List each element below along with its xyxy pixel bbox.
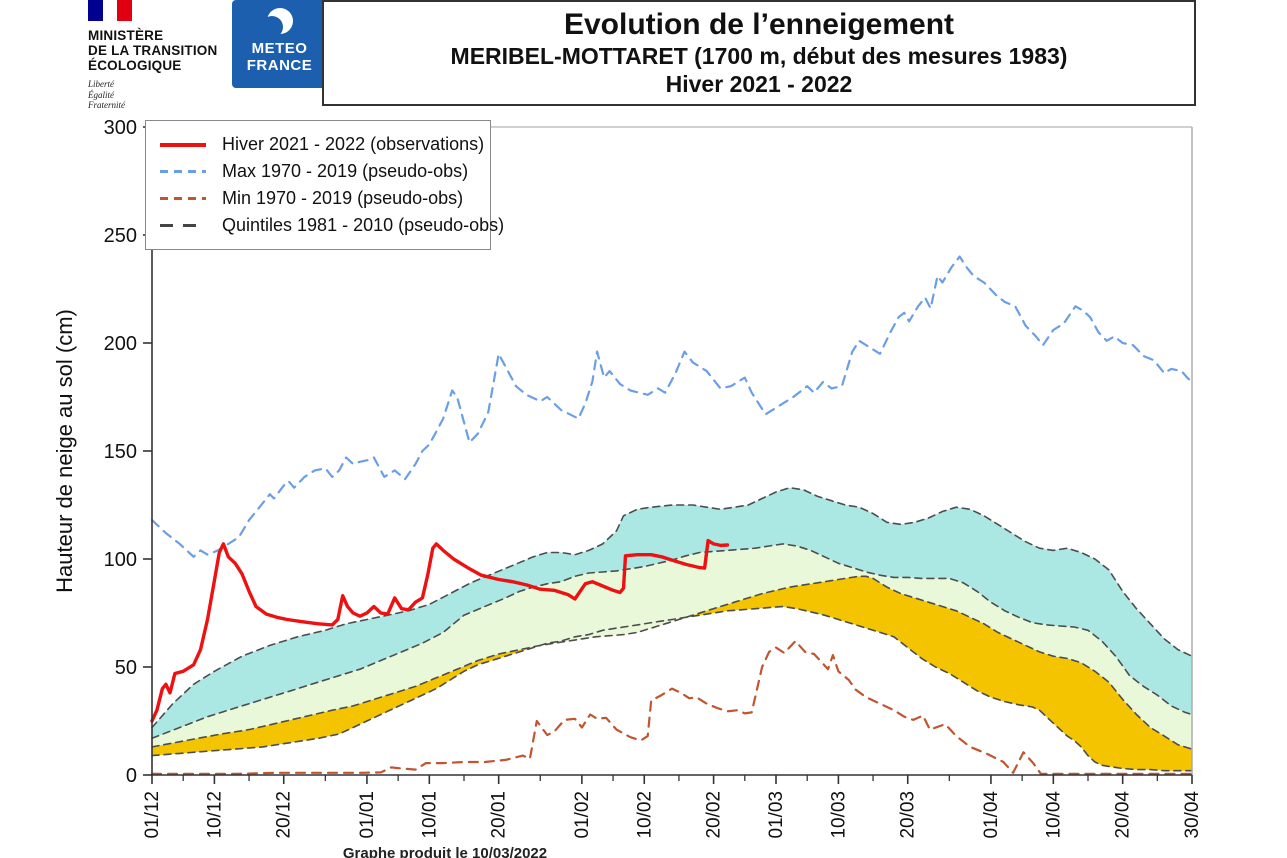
x-tick-label: 30/04 xyxy=(1182,791,1203,839)
x-tick-label: 01/01 xyxy=(357,791,378,839)
ministry-name-line: ÉCOLOGIQUE xyxy=(88,58,182,73)
station-subtitle: MERIBEL-MOTTARET (1700 m, début des mesu… xyxy=(450,43,1068,69)
observations-line-sample xyxy=(160,142,206,147)
x-tick-label: 20/04 xyxy=(1113,791,1134,839)
min-line-sample xyxy=(160,197,206,200)
series-max xyxy=(150,255,1194,558)
meteo-france-label: FRANCE xyxy=(246,57,313,74)
x-tick-label: 20/01 xyxy=(489,791,510,839)
quintile-band-20-40 xyxy=(152,576,1192,771)
season-subtitle: Hiver 2021 - 2022 xyxy=(665,71,853,97)
graph-produced-caption: Graphe produit le 10/03/2022 xyxy=(342,845,548,858)
x-tick-label: 01/04 xyxy=(981,791,1002,839)
french-flag-icon xyxy=(88,0,133,21)
series-q20 xyxy=(151,605,1193,772)
ministry-name-line: MINISTÈRE xyxy=(88,28,164,43)
x-tick-label: 20/12 xyxy=(274,791,295,839)
legend-item-min: Min 1970 - 2019 (pseudo-obs) xyxy=(160,185,478,212)
series-obs xyxy=(150,538,730,723)
x-tick-label: 10/04 xyxy=(1043,791,1064,839)
quintiles-line-sample xyxy=(160,224,206,227)
x-tick-label: 10/01 xyxy=(419,791,440,839)
x-tick-label: 01/12 xyxy=(142,791,163,839)
x-tick-label: 20/03 xyxy=(898,791,919,839)
chart-legend: Hiver 2021 - 2022 (observations) Max 197… xyxy=(145,120,504,250)
y-tick-label: 100 xyxy=(104,549,137,571)
legend-item-observations: Hiver 2021 - 2022 (observations) xyxy=(160,131,484,158)
x-tick-label: 10/02 xyxy=(634,791,655,839)
series-q40 xyxy=(151,575,1193,750)
y-tick-label: 250 xyxy=(104,225,137,247)
x-tick-label: 20/02 xyxy=(704,791,725,839)
chart-title-box: Evolution de l’enneigement MERIBEL-MOTTA… xyxy=(322,0,1196,106)
x-tick-label: 01/02 xyxy=(572,791,593,839)
y-tick-label: 300 xyxy=(104,117,137,139)
series-q60 xyxy=(151,543,1193,740)
meteo-france-icon xyxy=(260,8,295,38)
quintile-band-60-80 xyxy=(152,487,1192,739)
max-line-sample xyxy=(160,170,206,173)
y-tick-label: 150 xyxy=(104,441,137,463)
meteo-france-logo: METEO FRANCE xyxy=(232,0,327,88)
x-tick-label: 10/03 xyxy=(828,791,849,839)
ministry-name-line: DE LA TRANSITION xyxy=(88,43,218,58)
series-q80 xyxy=(151,486,1193,729)
x-tick-label: 01/03 xyxy=(766,791,787,839)
legend-item-max: Max 1970 - 2019 (pseudo-obs) xyxy=(160,158,478,185)
y-tick-label: 200 xyxy=(104,333,137,355)
ministry-logo: MINISTÈRE DE LA TRANSITION ÉCOLOGIQUE Li… xyxy=(88,0,238,111)
page-title: Evolution de l’enneigement xyxy=(563,8,955,41)
ministry-motto: Liberté Égalité Fraternité xyxy=(88,79,125,110)
y-tick-label: 50 xyxy=(115,657,137,679)
meteo-france-label: METEO xyxy=(251,40,308,57)
series-min xyxy=(150,639,1194,776)
y-axis-title: Hauteur de neige au sol (cm) xyxy=(52,309,77,593)
x-tick-label: 10/12 xyxy=(204,791,225,839)
legend-item-quintiles: Quintiles 1981 - 2010 (pseudo-obs) xyxy=(160,212,504,239)
y-tick-label: 0 xyxy=(126,765,137,787)
quintile-band-40-60 xyxy=(152,543,1192,750)
